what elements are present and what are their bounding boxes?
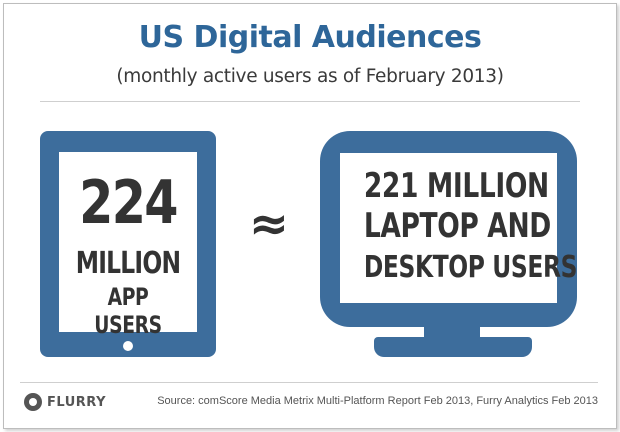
flurry-logo-text: FLURRY (47, 394, 106, 410)
desktop-users-label-1: LAPTOP AND (363, 206, 551, 246)
monitor-stand-neck (424, 322, 480, 340)
monitor-stand-base (374, 337, 532, 357)
app-users-label: APP USERS (94, 283, 162, 339)
monitor-icon: 221 MILLION LAPTOP AND DESKTOP USERS (320, 131, 577, 327)
page-subtitle: (monthly active users as of February 201… (116, 66, 504, 87)
page-title: US Digital Audiences (138, 20, 482, 55)
desktop-users-label-2: DESKTOP USERS (363, 250, 578, 285)
flurry-logo: FLURRY (24, 392, 106, 412)
desktop-users-number: 221 MILLION (363, 166, 549, 206)
footer-divider (20, 382, 598, 383)
tablet-home-button (123, 341, 133, 351)
tablet-icon: 224 MILLION APP USERS (40, 131, 216, 357)
monitor-screen: 221 MILLION LAPTOP AND DESKTOP USERS (340, 153, 578, 303)
source-citation: Source: comScore Media Metrix Multi-Plat… (157, 395, 598, 407)
header-divider (40, 101, 580, 102)
app-users-unit: MILLION (75, 246, 181, 281)
tablet-screen: 224 MILLION APP USERS (59, 152, 197, 339)
approx-equal-symbol: ≈ (248, 196, 290, 252)
app-users-number: 224 (79, 168, 178, 238)
flurry-logo-icon (24, 393, 42, 411)
